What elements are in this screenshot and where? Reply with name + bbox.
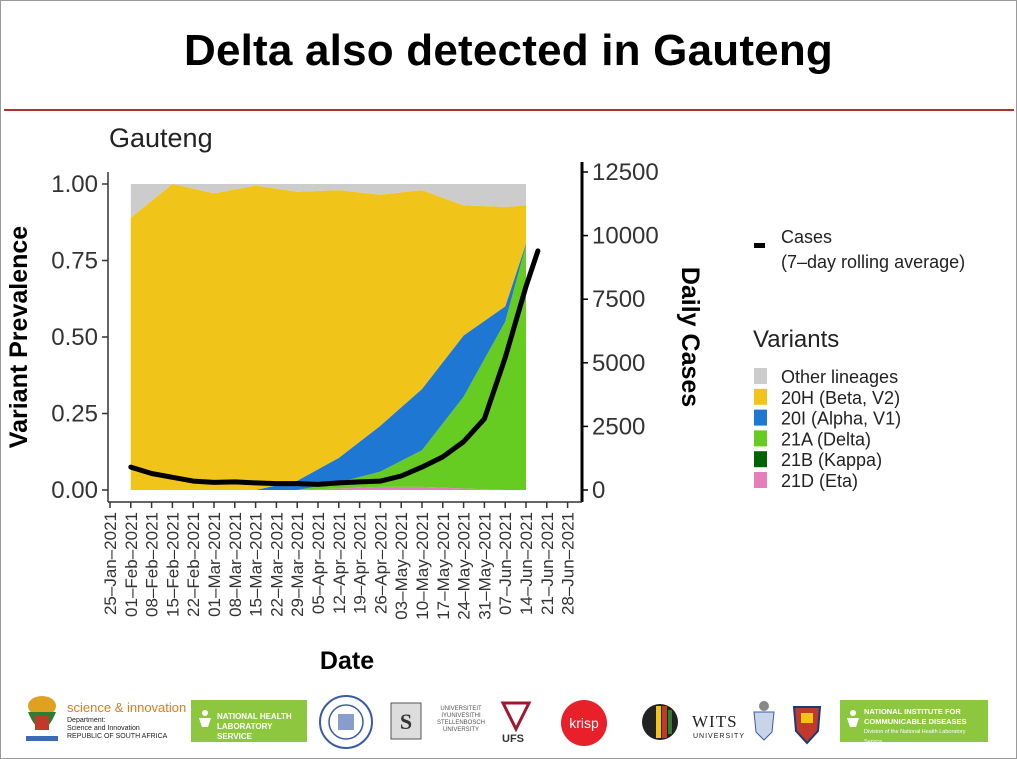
y-tick-label: 0.50 (51, 324, 98, 351)
nicd-logo-text: NATIONAL INSTITUTE FOR COMMUNICABLE DISE… (864, 707, 967, 726)
legend-variants-title: Variants (753, 326, 839, 353)
axes: 0.00 0.25 0.50 0.75 1.00 0 2500 5000 7500 10000 12… (51, 159, 658, 504)
nhls-logo-text: NATIONAL HEALTH LABORATORY SERVICE (217, 712, 292, 741)
legend-cases-key (754, 243, 765, 248)
x-axis-label: Date (320, 647, 374, 675)
area-series-2 (130, 245, 527, 490)
legend-cases-label-line2: (7–day rolling average) (781, 252, 965, 272)
dsi-logo-subtitle: Department: Science and Innovation REPUB… (67, 717, 168, 740)
ufs-shield-icon (500, 701, 532, 732)
ufs-logo-text: UFS (502, 733, 524, 745)
x-tick-label: 15–Feb–2021 (163, 512, 182, 617)
x-tick-label: 01–Mar–2021 (205, 512, 224, 617)
x-tick-label: 03–May–2021 (392, 512, 411, 620)
university-seal-icon (319, 695, 373, 749)
ukzn-logo-icon (642, 704, 678, 740)
legend-label: Other lineages (781, 367, 898, 387)
x-tick-label: 14–Jun–2021 (517, 512, 536, 615)
y2-tick-label: 2500 (592, 413, 645, 440)
legend-swatch (754, 368, 767, 384)
legend-swatch (754, 430, 767, 447)
title-divider (4, 109, 1014, 111)
area-series-3 (130, 243, 527, 490)
wits-crest-icon (753, 701, 775, 741)
x-tick-label: 24–May–2021 (455, 512, 474, 620)
y-tick-label: 0.75 (51, 248, 98, 275)
y2-tick-label: 7500 (592, 286, 645, 313)
x-tick-label: 28–Jun–2021 (559, 512, 578, 615)
x-tick-labels: 25–Jan–2021 01–Feb–2021 08–Feb–2021 15–Feb–… (101, 502, 578, 620)
legend-swatch (754, 451, 767, 468)
legend-swatch (754, 472, 767, 488)
legend-label: 20I (Alpha, V1) (781, 409, 901, 429)
legend-label: 20H (Beta, V2) (781, 388, 900, 408)
dsi-logo-name: science & innovation (67, 700, 187, 715)
area-series-4 (130, 184, 527, 490)
y2-tick-label: 0 (592, 477, 605, 504)
x-tick-label: 08–Mar–2021 (226, 512, 245, 617)
wits-logo-subtitle: UNIVERSITY (693, 733, 746, 740)
x-tick-label: 08–Feb–2021 (143, 512, 162, 617)
y2-axis-label: Daily Cases (676, 267, 704, 407)
y2-tick-label: 5000 (592, 350, 645, 377)
x-tick-label: 07–Jun–2021 (496, 512, 515, 615)
sa-coat-of-arms-icon (26, 696, 58, 741)
legend-swatch (754, 388, 767, 405)
x-tick-label: 10–May–2021 (413, 512, 432, 620)
x-tick-label: 05–Apr–2021 (309, 512, 328, 614)
cases-layer (128, 248, 541, 487)
x-tick-label: 29–Mar–2021 (288, 512, 307, 617)
y-tick-label: 0.00 (51, 477, 98, 504)
nhls-logo: NATIONAL HEALTH LABORATORY SERVICE (191, 700, 307, 742)
stellenbosch-logo-icon: S (390, 702, 422, 740)
nicd-logo: NATIONAL INSTITUTE FOR COMMUNICABLE DISE… (840, 700, 988, 745)
stacked-areas (130, 184, 527, 490)
svg-text:S: S (400, 709, 412, 734)
up-crest-icon (792, 706, 822, 745)
x-tick-label: 12–Apr–2021 (330, 512, 349, 614)
x-tick-label: 22–Feb–2021 (184, 512, 203, 617)
legend: Cases (7–day rolling average) Variants O… (753, 227, 965, 491)
krisp-logo: krisp (561, 700, 607, 746)
variant-prevalence-chart: Gauteng 0.00 0.25 0.50 0.75 1.00 0 2500 5000 750… (5, 123, 965, 675)
legend-label: 21D (Eta) (781, 471, 858, 491)
nicd-logo-subtitle: Division of the National Health Laborato… (864, 729, 966, 745)
legend-label: 21A (Delta) (781, 429, 871, 449)
x-tick-label: 19–Apr–2021 (351, 512, 370, 614)
y-tick-label: 0.25 (51, 401, 98, 428)
x-tick-label: 15–Mar–2021 (247, 512, 266, 617)
nhls-figure-icon (199, 710, 211, 727)
legend-swatch (754, 409, 767, 426)
x-tick-label: 26–Apr–2021 (371, 512, 390, 614)
x-tick-label: 31–May–2021 (475, 512, 494, 620)
cases-line (128, 248, 541, 487)
wits-logo-text: WITS (692, 712, 738, 731)
x-tick-label: 01–Feb–2021 (122, 512, 141, 617)
area-series-0 (130, 486, 527, 490)
y-axis-label: Variant Prevalence (5, 226, 33, 448)
chart-title: Gauteng (109, 123, 213, 153)
x-tick-label: 22–Mar–2021 (267, 512, 286, 617)
legend-label: 21B (Kappa) (781, 450, 882, 470)
y-tick-label: 1.00 (51, 171, 98, 198)
y2-tick-label: 12500 (592, 159, 659, 186)
slide-title: Delta also detected in Gauteng (183, 26, 834, 75)
nicd-figure-icon (847, 710, 859, 727)
y2-tick-label: 10000 (592, 223, 659, 250)
x-tick-label: 21–Jun–2021 (538, 512, 557, 615)
x-tick-label: 17–May–2021 (434, 512, 453, 620)
x-tick-label: 25–Jan–2021 (101, 512, 120, 615)
legend-cases-label-line1: Cases (781, 227, 832, 247)
area-series-5 (130, 184, 527, 218)
stellenbosch-logo-text: UNIVERSITEIT IYUNIVESITHI STELLENBOSCH U… (436, 706, 485, 733)
